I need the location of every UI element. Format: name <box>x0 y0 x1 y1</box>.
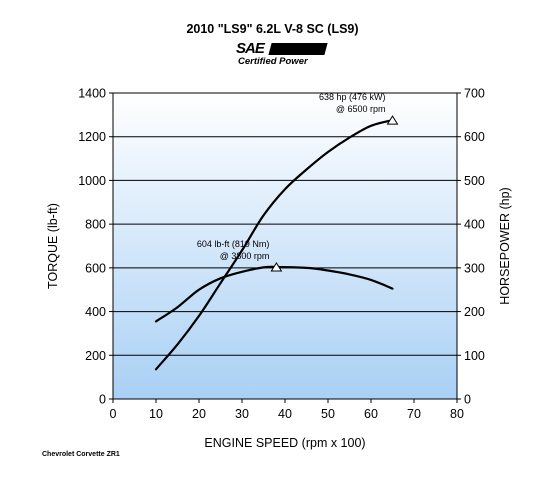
x-tick-label: 10 <box>149 407 163 421</box>
annotations: 638 hp (476 kW) @ 6500 rpm 604 lb-ft (819 … <box>197 92 399 272</box>
y-tick-label-left: 200 <box>85 349 106 363</box>
y-tick-label-right: 500 <box>464 174 485 188</box>
y-tick-label-left: 400 <box>85 305 106 319</box>
y-tick-label-right: 600 <box>464 130 485 144</box>
peak-annotation-line1: 604 lb-ft (819 Nm) <box>197 239 270 249</box>
y-tick-label-right: 100 <box>464 349 485 363</box>
peak-marker <box>386 115 399 125</box>
y-tick-label-left: 0 <box>99 393 106 407</box>
horsepower-line <box>154 119 394 371</box>
y-tick-label-left: 1200 <box>78 130 106 144</box>
x-tick-label: 50 <box>321 407 335 421</box>
plot-area <box>113 93 457 399</box>
x-tick-label: 0 <box>110 407 117 421</box>
x-tick-label: 60 <box>364 407 378 421</box>
y-tick-label-right: 700 <box>464 87 485 101</box>
y-tick-label-left: 1400 <box>78 87 106 101</box>
y-tick-label-left: 800 <box>85 218 106 232</box>
chart-title: 2010 "LS9" 6.2L V-8 SC (LS9) <box>186 22 359 36</box>
x-tick-label: 30 <box>235 407 249 421</box>
y-axis-label-left: TORQUE (lb-ft) <box>46 203 60 289</box>
y-tick-label-right: 0 <box>464 393 471 407</box>
torque-line <box>154 265 394 323</box>
y-tick-label-right: 200 <box>464 305 485 319</box>
series-lines <box>154 119 394 371</box>
x-tick-label: 40 <box>278 407 292 421</box>
peak-annotation-line2: @ 6500 rpm <box>336 104 386 114</box>
x-axis-label: ENGINE SPEED (rpm x 100) <box>204 436 365 450</box>
y-tick-label-left: 1000 <box>78 174 106 188</box>
x-tick-label: 20 <box>192 407 206 421</box>
y-tick-label-right: 400 <box>464 218 485 232</box>
footnote: Chevrolet Corvette ZR1 <box>42 451 120 458</box>
axis-ticks: 0200400600800100012001400010020030040050… <box>78 87 485 422</box>
peak-annotation-line2: @ 3800 rpm <box>220 251 270 261</box>
y-tick-label-left: 600 <box>85 261 106 275</box>
sae-certified-power-logo: SAE Certified Power <box>236 40 332 74</box>
y-axis-label-right: HORSEPOWER (hp) <box>498 187 512 304</box>
sae-logo-text: SAE <box>236 40 265 57</box>
x-tick-label: 70 <box>407 407 421 421</box>
y-tick-label-right: 300 <box>464 261 485 275</box>
peak-annotation-line1: 638 hp (476 kW) <box>319 92 386 102</box>
certified-power-text: Certified Power <box>238 56 308 67</box>
x-tick-label: 80 <box>450 407 464 421</box>
peak-marker <box>270 262 283 272</box>
